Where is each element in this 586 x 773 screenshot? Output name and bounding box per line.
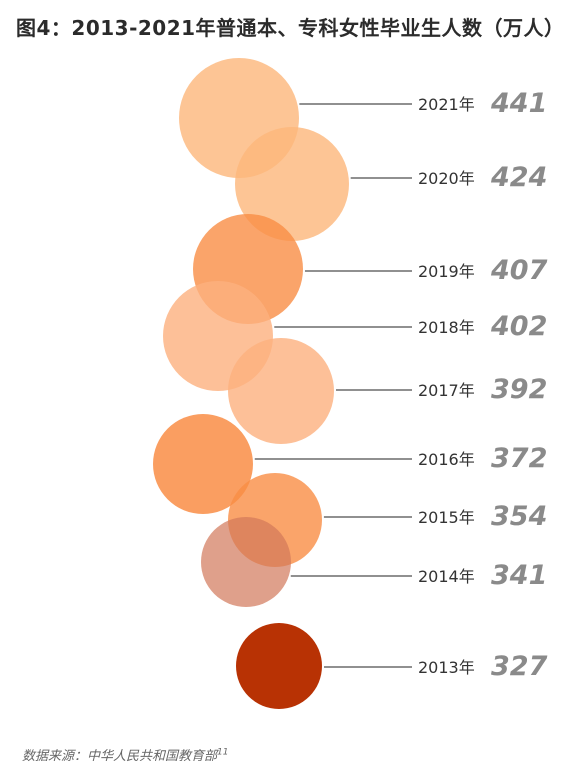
value-label-2016年: 372 (491, 443, 547, 474)
value-label-2019年: 407 (490, 255, 548, 286)
bubble-2017年 (228, 338, 334, 444)
year-label-2014年: 2014年 (418, 567, 475, 586)
value-label-2014年: 341 (491, 560, 547, 591)
bubble-2016年 (153, 414, 253, 514)
value-label-2017年: 392 (491, 374, 547, 405)
bubble-2013年 (236, 623, 322, 709)
year-label-2013年: 2013年 (418, 658, 475, 677)
year-label-2020年: 2020年 (418, 169, 475, 188)
source-footnote-ref: 11 (217, 747, 229, 758)
bubble-layer (153, 58, 349, 709)
value-label-2018年: 402 (490, 311, 547, 342)
year-label-2017年: 2017年 (418, 381, 475, 400)
value-label-2015年: 354 (491, 501, 547, 532)
bubble-2014年 (201, 517, 291, 607)
year-label-2018年: 2018年 (418, 318, 475, 337)
value-label-2020年: 424 (490, 162, 547, 193)
year-label-2019年: 2019年 (418, 262, 475, 281)
value-label-2013年: 327 (491, 651, 548, 682)
year-label-2021年: 2021年 (418, 95, 475, 114)
year-label-2016年: 2016年 (418, 450, 475, 469)
source-note: 数据来源：中华人民共和国教育部11 (22, 745, 228, 764)
source-text: 数据来源：中华人民共和国教育部 (22, 749, 218, 764)
year-label-2015年: 2015年 (418, 508, 475, 527)
chart-title: 图4：2013-2021年普通本、专科女性毕业生人数（万人） (16, 16, 565, 40)
bubble-2020年 (235, 127, 349, 241)
label-layer: 2021年 441 2020年 424 2019年 407 2018年 402 2017年 392… (254, 88, 548, 682)
value-label-2021年: 441 (490, 88, 547, 119)
